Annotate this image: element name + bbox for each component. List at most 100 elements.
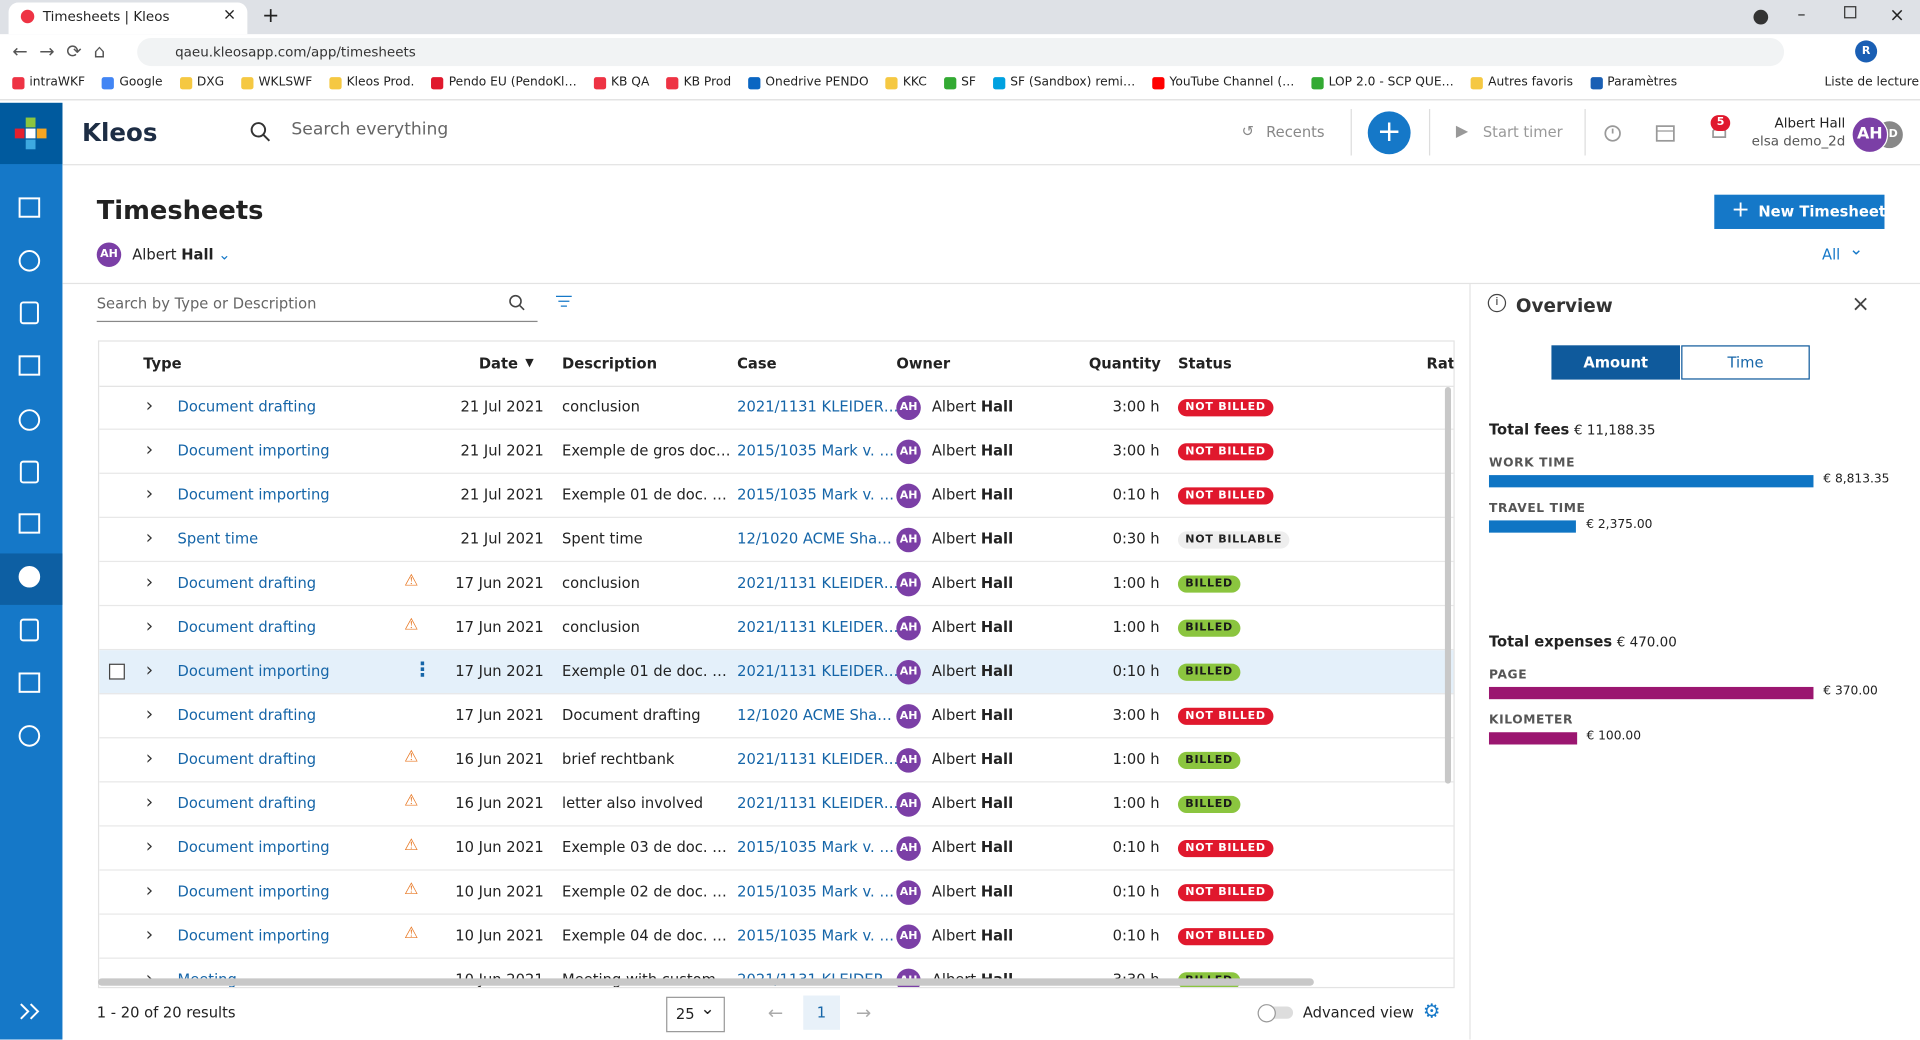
add-button[interactable]: + <box>1368 111 1411 154</box>
advanced-view[interactable]: Advanced view <box>1303 1004 1414 1021</box>
case-link[interactable]: 12/1020 ACME Sha… <box>737 707 892 724</box>
profile-avatar[interactable]: R <box>1855 40 1877 62</box>
maximize[interactable] <box>1844 6 1856 18</box>
case-link[interactable]: 2021/1131 KLEIDER… <box>737 795 898 812</box>
column-header[interactable]: Date <box>467 355 518 372</box>
table-row[interactable]: ›Document importing21 Jul 2021Exemple 01… <box>99 474 1453 518</box>
all-filter[interactable]: All <box>1822 246 1840 263</box>
timer-icon[interactable] <box>1603 122 1623 142</box>
expand-chevron[interactable]: › <box>146 438 153 460</box>
expand-chevron[interactable]: › <box>146 527 153 549</box>
settings-icon[interactable]: ⚙ <box>1423 999 1441 1022</box>
table-row[interactable]: ›Document drafting⚠16 Jun 2021brief rech… <box>99 738 1453 782</box>
owner-filter[interactable]: Albert Hall ⌄ <box>132 246 230 263</box>
close-panel[interactable]: × <box>1851 291 1869 317</box>
case-link[interactable]: 2021/1131 KLEIDER… <box>737 398 898 415</box>
row-menu[interactable]: ⋮ <box>413 658 433 681</box>
table-row[interactable]: ⋮›Document importing17 Jun 2021Exemple 0… <box>99 650 1453 694</box>
bookmark[interactable]: KB QA <box>594 76 649 89</box>
global-search[interactable]: Search everything <box>291 120 448 140</box>
column-header[interactable]: Quantity <box>1054 355 1161 372</box>
recents[interactable]: Recents <box>1266 124 1324 141</box>
next-page[interactable]: → <box>856 1002 871 1024</box>
table-search[interactable]: Search by Type or Description <box>97 295 317 312</box>
bookmark[interactable]: WKLSWF <box>241 76 312 89</box>
table-row[interactable]: ›Document drafting17 Jun 2021Document dr… <box>99 694 1453 738</box>
bookmark[interactable]: DXG <box>180 76 224 89</box>
type-link[interactable]: Document drafting <box>178 618 317 635</box>
bookmark[interactable]: SF <box>944 76 976 89</box>
table-row[interactable]: ›Document drafting⚠17 Jun 2021conclusion… <box>99 562 1453 606</box>
nav-buttons[interactable]: ← → ⟳ ⌂ <box>12 40 105 62</box>
type-link[interactable]: Document drafting <box>178 574 317 591</box>
start-timer[interactable]: Start timer <box>1483 124 1563 141</box>
column-header[interactable]: Case <box>737 355 776 372</box>
case-link[interactable]: 2015/1035 Mark v. … <box>737 486 894 503</box>
case-link[interactable]: 2015/1035 Mark v. … <box>737 442 894 459</box>
bookmark[interactable]: Paramètres <box>1590 76 1677 89</box>
bookmark[interactable]: Onedrive PENDO <box>748 76 868 89</box>
table-row[interactable]: ›Document drafting⚠17 Jun 2021conclusion… <box>99 606 1453 650</box>
expand-chevron[interactable]: › <box>146 394 153 416</box>
column-header[interactable]: Rat <box>1427 355 1455 372</box>
type-link[interactable]: Spent time <box>178 530 259 547</box>
table-row[interactable]: ›Document importing⚠10 Jun 2021Exemple 0… <box>99 915 1453 959</box>
h-scrollbar[interactable] <box>98 978 1314 985</box>
expand-chevron[interactable]: › <box>146 879 153 901</box>
expand-chevron[interactable]: › <box>146 659 153 681</box>
type-link[interactable]: Document importing <box>178 662 330 679</box>
expand-chevron[interactable]: › <box>146 482 153 504</box>
type-link[interactable]: Document importing <box>178 839 330 856</box>
case-link[interactable]: 2021/1131 KLEIDER… <box>737 662 898 679</box>
expand-chevron[interactable]: › <box>146 835 153 857</box>
bookmark[interactable]: YouTube Channel (… <box>1152 76 1294 89</box>
column-header[interactable]: Type <box>143 355 181 372</box>
case-link[interactable]: 2021/1131 KLEIDER… <box>737 751 898 768</box>
type-link[interactable]: Document drafting <box>178 795 317 812</box>
nav-icons[interactable] <box>0 184 62 1029</box>
calendar-icon[interactable] <box>1656 122 1676 142</box>
table-row[interactable]: ›Spent time21 Jul 2021Spent time12/1020 … <box>99 518 1453 562</box>
bookmark[interactable]: LOP 2.0 - SCP QUE… <box>1312 76 1454 89</box>
case-link[interactable]: 2015/1035 Mark v. … <box>737 927 894 944</box>
tab-time[interactable]: Time <box>1681 345 1810 379</box>
type-link[interactable]: Document drafting <box>178 751 317 768</box>
expand-chevron[interactable]: › <box>146 747 153 769</box>
case-link[interactable]: 2015/1035 Mark v. … <box>737 839 894 856</box>
bookmark[interactable]: KB Prod <box>666 76 731 89</box>
type-link[interactable]: Document drafting <box>178 707 317 724</box>
type-link[interactable]: Document importing <box>178 883 330 900</box>
bookmark[interactable]: intraWKF <box>12 76 85 89</box>
type-link[interactable]: Document importing <box>178 927 330 944</box>
case-link[interactable]: 2021/1131 KLEIDER… <box>737 618 898 635</box>
case-link[interactable]: 2021/1131 KLEIDER… <box>737 574 898 591</box>
prev-page[interactable]: ← <box>768 1002 783 1024</box>
reading-list[interactable]: Liste de lecture <box>1824 76 1919 89</box>
bookmark[interactable]: Kleos Prod. <box>329 76 414 89</box>
table-row[interactable]: ›Document drafting⚠16 Jun 2021letter als… <box>99 782 1453 826</box>
bookmark[interactable]: SF (Sandbox) remi… <box>993 76 1135 89</box>
expand-chevron[interactable]: › <box>146 703 153 725</box>
type-link[interactable]: Document drafting <box>178 398 317 415</box>
expand-chevron[interactable]: › <box>146 571 153 593</box>
case-link[interactable]: 12/1020 ACME Sha… <box>737 530 892 547</box>
filter-icon[interactable] <box>556 295 572 310</box>
column-header[interactable]: Status <box>1178 355 1232 372</box>
tab-close[interactable]: × <box>223 6 236 24</box>
browser-menu[interactable] <box>1753 10 1768 25</box>
type-link[interactable]: Document importing <box>178 486 330 503</box>
bookmark[interactable]: Google <box>102 76 162 89</box>
bookmark[interactable]: Pendo EU (PendoKl… <box>432 76 577 89</box>
expand-chevron[interactable]: › <box>146 791 153 813</box>
table-row[interactable]: ›Document importing21 Jul 2021Exemple de… <box>99 430 1453 474</box>
v-scrollbar[interactable] <box>1445 387 1451 784</box>
table-row[interactable]: ›Document drafting21 Jul 2021conclusion2… <box>99 386 1453 430</box>
bookmark[interactable]: KKC <box>886 76 927 89</box>
table-row[interactable]: ›Document importing⚠10 Jun 2021Exemple 0… <box>99 871 1453 915</box>
url[interactable]: qaeu.kleosapp.com/app/timesheets <box>175 44 416 60</box>
case-link[interactable]: 2015/1035 Mark v. … <box>737 883 894 900</box>
new-tab[interactable]: + <box>262 4 279 28</box>
bookmark[interactable]: Autres favoris <box>1471 76 1573 89</box>
table-search-icon[interactable] <box>508 294 525 311</box>
minimize[interactable]: – <box>1798 6 1806 24</box>
